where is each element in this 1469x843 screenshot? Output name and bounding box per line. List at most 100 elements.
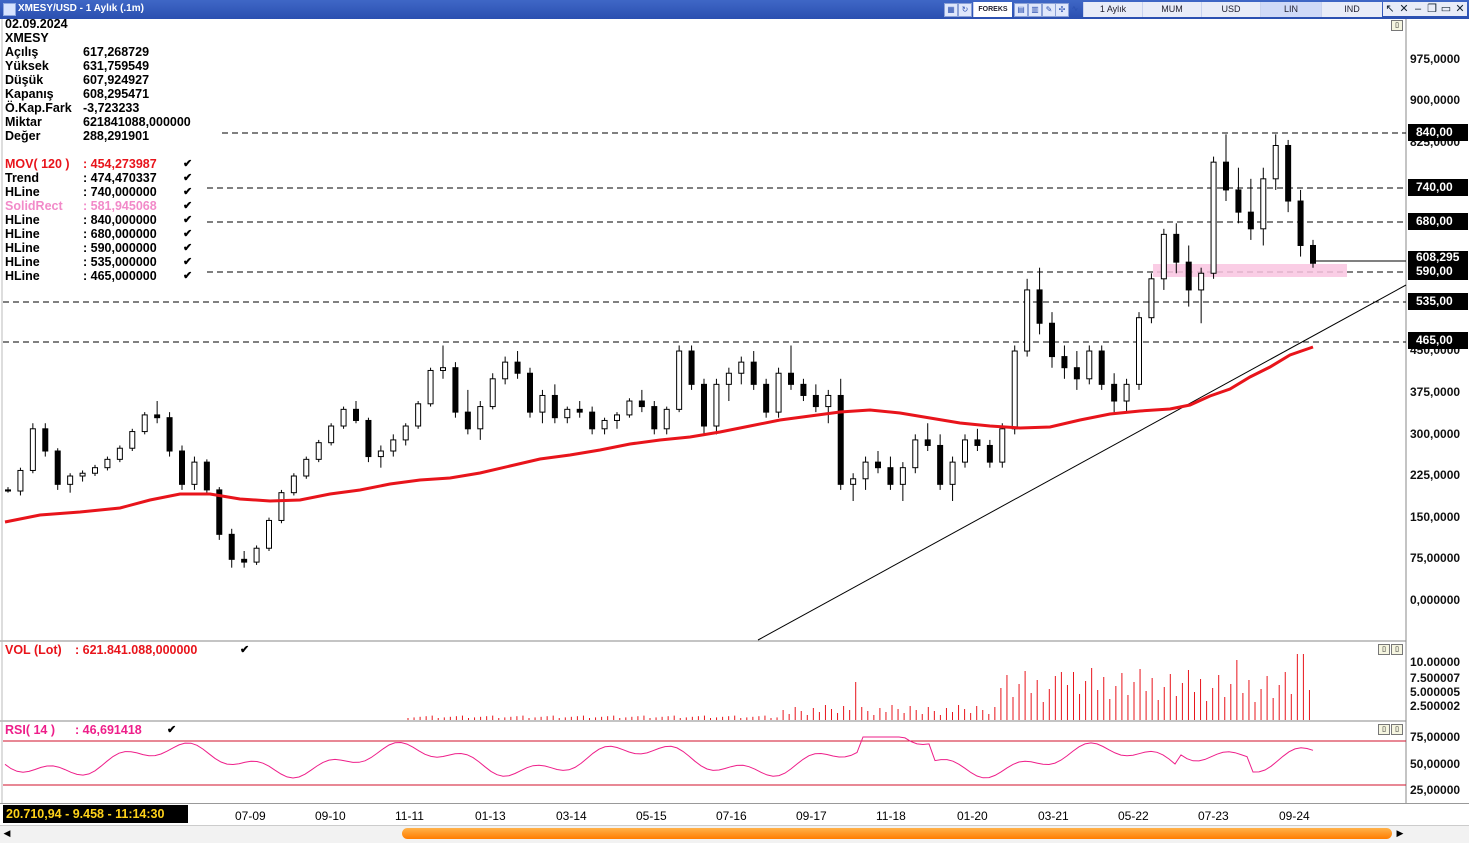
candle-body[interactable] [1086, 350, 1093, 380]
candle-body[interactable] [477, 406, 484, 430]
crosshair-icon[interactable]: ✣ [1055, 3, 1069, 17]
scroll-thumb[interactable] [402, 828, 1392, 839]
candle-body[interactable] [651, 406, 658, 430]
candle-body[interactable] [763, 383, 770, 413]
candle-body[interactable] [638, 400, 645, 408]
candle-body[interactable] [949, 461, 956, 485]
candle-body[interactable] [1210, 161, 1217, 274]
candle-body[interactable] [701, 383, 707, 427]
candle-body[interactable] [1285, 144, 1292, 202]
trend-line[interactable] [757, 284, 1407, 641]
candle-body[interactable] [924, 439, 931, 446]
tab-indicators[interactable]: IND [1321, 2, 1382, 17]
check-icon[interactable]: ✔ [183, 242, 193, 254]
candle-body[interactable] [129, 431, 136, 449]
refresh-icon[interactable]: ↻ [958, 3, 972, 17]
check-icon[interactable]: ✔ [183, 200, 193, 212]
candle-body[interactable] [514, 361, 521, 374]
moving-average-line[interactable] [4, 345, 1314, 524]
panel-menu-icon[interactable]: ▯ [1378, 644, 1390, 655]
candle-body[interactable] [464, 411, 471, 430]
maximize-icon[interactable]: ▭ [1439, 2, 1453, 16]
scroll-left-icon[interactable]: ◀ [3, 828, 11, 838]
candle-body[interactable] [788, 372, 794, 385]
candle-body[interactable] [738, 361, 745, 374]
candle-body[interactable] [576, 408, 583, 413]
candle-body[interactable] [750, 361, 757, 385]
close-small-icon[interactable]: ✕ [1397, 2, 1411, 16]
candle-body[interactable] [1260, 178, 1267, 230]
indicator-row[interactable]: MOV( 120 ): 454,273987 ✔ [5, 157, 192, 171]
candle-body[interactable] [377, 450, 384, 458]
solid-rect-zone[interactable] [1153, 264, 1347, 277]
check-icon[interactable]: ✔ [183, 186, 193, 198]
indicator-row[interactable]: HLine: 465,000000 ✔ [5, 269, 192, 283]
indicator-row[interactable]: HLine: 840,000000 ✔ [5, 213, 192, 227]
candle-body[interactable] [663, 408, 670, 430]
chart-type-icon[interactable]: ▦ [944, 3, 958, 17]
candle-body[interactable] [812, 394, 819, 408]
indicator-row[interactable]: HLine: 590,000000 ✔ [5, 241, 192, 255]
candle-body[interactable] [489, 378, 496, 408]
candle-body[interactable] [850, 478, 857, 485]
indicator-row[interactable]: HLine: 680,000000 ✔ [5, 227, 192, 241]
candle-body[interactable] [278, 492, 285, 521]
candle-body[interactable] [216, 489, 223, 535]
candle-body[interactable] [141, 414, 148, 433]
candle-body[interactable] [614, 414, 620, 421]
candle-body[interactable] [228, 533, 235, 560]
rsi-line[interactable] [4, 736, 1314, 779]
candle-body[interactable] [191, 461, 198, 485]
candle-body[interactable] [564, 408, 571, 419]
candle-body[interactable] [1098, 350, 1105, 385]
candle-body[interactable] [452, 367, 459, 413]
candle-body[interactable] [1111, 383, 1118, 402]
candle-body[interactable] [154, 414, 161, 419]
candle-body[interactable] [116, 447, 123, 460]
candle-body[interactable] [5, 489, 11, 492]
candle-body[interactable] [427, 369, 434, 405]
candle-body[interactable] [1173, 233, 1180, 263]
candle-body[interactable] [1272, 144, 1279, 180]
candle-body[interactable] [986, 444, 993, 463]
candle-body[interactable] [353, 408, 359, 421]
candle-body[interactable] [1011, 350, 1018, 430]
candle-body[interactable] [79, 472, 86, 477]
candle-body[interactable] [589, 411, 596, 430]
close-icon[interactable]: ✕ [1453, 2, 1467, 16]
candle-body[interactable] [166, 417, 173, 452]
candle-body[interactable] [1061, 356, 1068, 369]
candle-body[interactable] [601, 419, 608, 430]
candle-body[interactable] [626, 400, 633, 416]
wave-icon[interactable]: ∿ [1071, 4, 1079, 13]
indicator-row[interactable]: HLine: 535,000000 ✔ [5, 255, 192, 269]
scroll-right-icon[interactable]: ▶ [1396, 828, 1404, 838]
hline-group[interactable] [3, 132, 1406, 343]
check-icon[interactable]: ✔ [183, 214, 193, 226]
candle-body[interactable] [775, 372, 782, 413]
candle-body[interactable] [1235, 189, 1242, 213]
candle-body[interactable] [17, 469, 24, 492]
table-icon[interactable]: ▤ [1014, 3, 1028, 17]
candle-body[interactable] [999, 428, 1006, 463]
candle-body[interactable] [725, 372, 732, 385]
minimize-icon[interactable]: ‒ [1411, 2, 1425, 16]
candle-body[interactable] [42, 428, 49, 452]
candle-body[interactable] [1148, 278, 1155, 319]
candle-body[interactable] [1073, 367, 1080, 380]
check-icon[interactable]: ✔ [183, 270, 193, 282]
candle-body[interactable] [415, 403, 422, 427]
candle-body[interactable] [253, 547, 260, 563]
candle-body[interactable] [54, 450, 61, 485]
check-icon[interactable]: ✔ [183, 158, 193, 170]
candle-body[interactable] [402, 425, 409, 441]
tab-period[interactable]: 1 Aylık [1083, 2, 1142, 17]
candle-body[interactable] [315, 442, 322, 460]
candle-body[interactable] [1198, 272, 1205, 291]
candle-body[interactable] [527, 372, 533, 413]
candle-body[interactable] [390, 439, 397, 452]
candle-body[interactable] [974, 439, 981, 446]
candle-body[interactable] [1136, 317, 1142, 385]
candle-body[interactable] [104, 458, 111, 469]
candle-body[interactable] [266, 519, 272, 549]
